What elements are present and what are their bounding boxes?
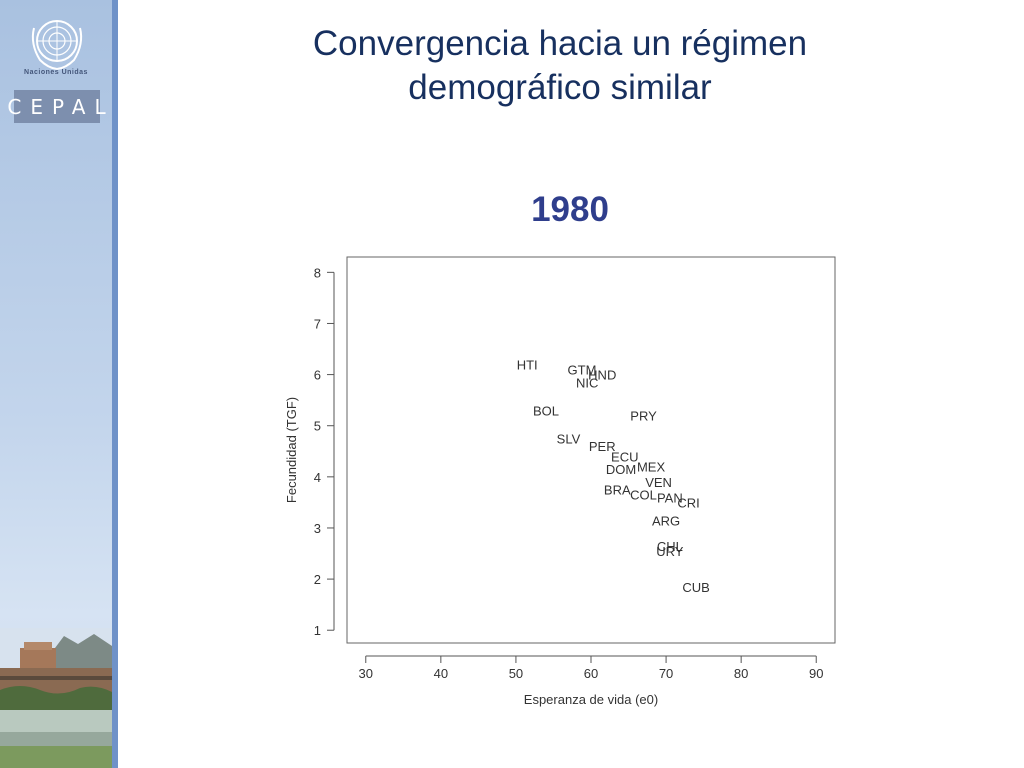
y-axis: 1 2 3 4 5 6 7 8	[314, 265, 335, 638]
y-tick-label: 2	[314, 572, 321, 587]
point-label-ecu: ECU	[611, 449, 638, 464]
point-label-bra: BRA	[604, 483, 631, 498]
y-tick-label: 6	[314, 368, 321, 383]
point-label-nic: NIC	[576, 375, 598, 390]
y-tick-label: 5	[314, 419, 321, 434]
point-label-ury: URY	[656, 544, 684, 559]
point-label-pry: PRY	[630, 408, 657, 423]
slide-title-line2: demográfico similar	[408, 68, 712, 107]
x-tick-label: 80	[734, 666, 748, 681]
plot-frame	[346, 256, 836, 644]
sidebar-edge	[112, 0, 118, 768]
x-tick-label: 60	[584, 666, 598, 681]
point-label-ven: VEN	[645, 475, 672, 490]
un-emblem-icon	[31, 20, 83, 70]
point-label-slv: SLV	[557, 431, 581, 446]
x-tick-label: 50	[509, 666, 523, 681]
point-label-per: PER	[589, 439, 616, 454]
x-tick-label: 40	[434, 666, 448, 681]
point-label-hnd: HND	[588, 368, 616, 383]
y-tick-label: 1	[314, 623, 321, 638]
point-label-chl: CHL	[657, 539, 683, 554]
point-label-cub: CUB	[682, 580, 709, 595]
slide-title: Convergencia hacia un régimen demográfic…	[230, 22, 890, 110]
point-label-mex: MEX	[637, 460, 666, 475]
point-label-hti: HTI	[517, 357, 538, 372]
x-axis: 30 40 50 60 70 80 90	[359, 655, 823, 681]
point-label-arg: ARG	[652, 513, 680, 528]
building-photo	[0, 628, 112, 768]
y-tick-label: 4	[314, 470, 321, 485]
point-label-dom: DOM	[606, 462, 636, 477]
slide-title-line1: Convergencia hacia un régimen	[312, 24, 808, 63]
point-label-gtm: GTM	[568, 362, 597, 377]
x-tick-label: 30	[359, 666, 373, 681]
point-label-pan: PAN	[657, 490, 683, 505]
sidebar-panel: Naciones Unidas CEPAL	[0, 0, 112, 768]
y-tick-label: 7	[314, 316, 321, 331]
org-acronym-badge: CEPAL	[7, 90, 106, 123]
point-label-col: COL	[630, 488, 657, 503]
org-name: Naciones Unidas	[24, 69, 88, 76]
point-label-bol: BOL	[533, 403, 559, 418]
chart-title: 1980	[531, 190, 609, 229]
x-tick-label: 90	[809, 666, 823, 681]
x-tick-label: 70	[659, 666, 673, 681]
y-tick-label: 3	[314, 521, 321, 536]
y-axis-label: Fecundidad (TGF)	[284, 397, 299, 503]
point-label-cri: CRI	[677, 495, 699, 510]
y-tick-label: 8	[314, 265, 321, 280]
x-axis-label: Esperanza de vida (e0)	[524, 692, 658, 707]
